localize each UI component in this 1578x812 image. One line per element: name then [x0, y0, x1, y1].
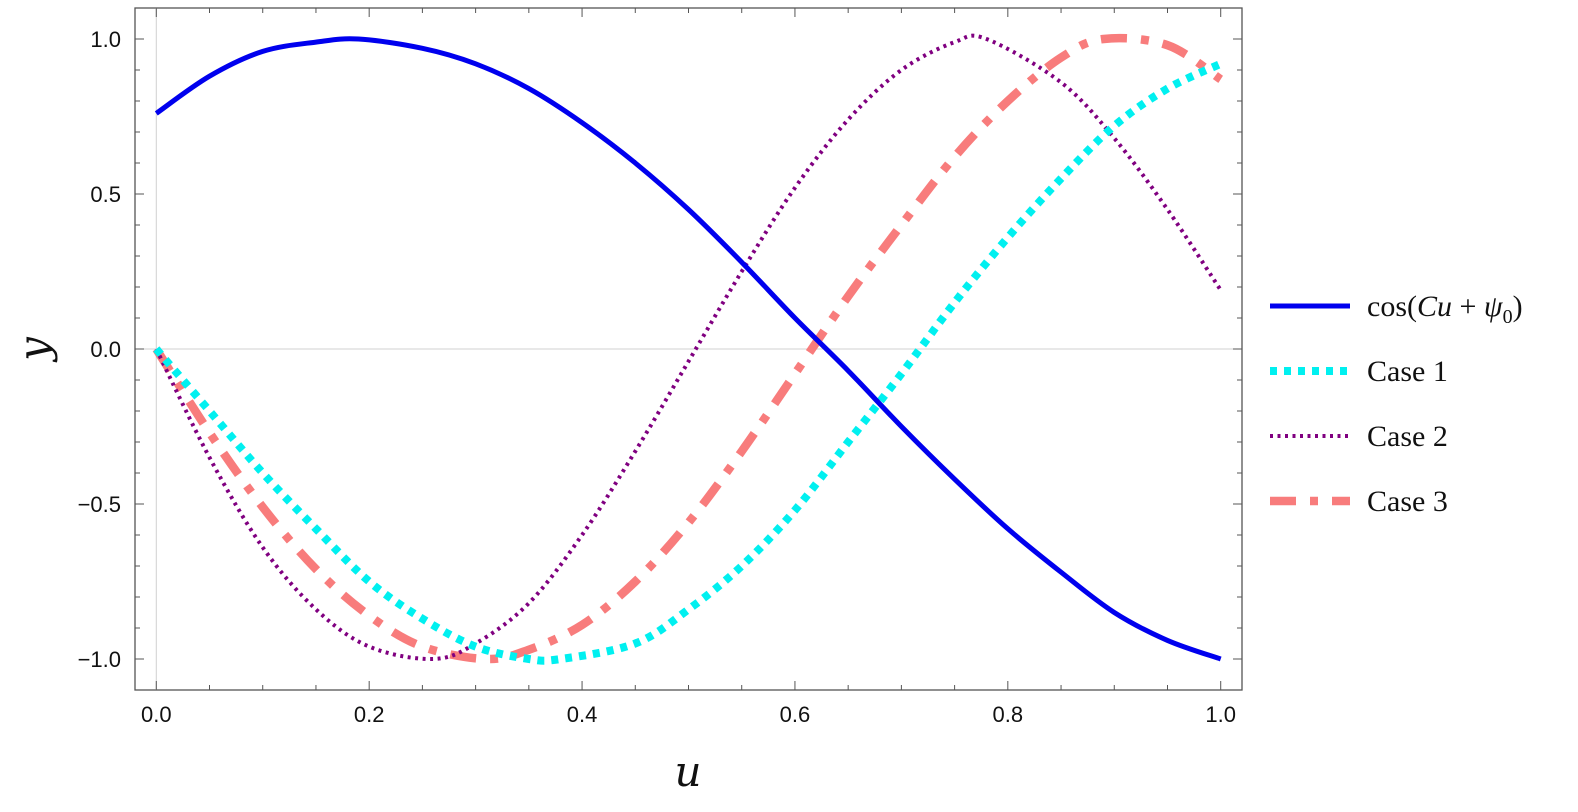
- y-tick-label: 0.0: [90, 337, 121, 362]
- axis-ticks: 0.0 0.2 0.4 0.6 0.8 1.0 −1.0 −0.5 0.0 0.5 1.0: [78, 8, 1242, 727]
- legend-label-4: Case 3: [1367, 485, 1448, 518]
- y-tick-label: −1.0: [78, 647, 121, 672]
- legend-label-1: cos(Cu + ψ0): [1367, 290, 1523, 328]
- x-tick-label: 0.8: [993, 702, 1024, 727]
- x-tick-label: 1.0: [1205, 702, 1236, 727]
- x-tick-label: 0.2: [354, 702, 385, 727]
- legend: cos(Cu + ψ0) Case 1 Case 2 Case 3: [1270, 290, 1523, 518]
- legend-label-3: Case 2: [1367, 420, 1448, 453]
- x-tick-label: 0.4: [567, 702, 598, 727]
- series-line-1: [154, 36, 1222, 662]
- series-group: [152, 33, 1224, 665]
- series-line-2: [153, 60, 1223, 665]
- series-line-3: [154, 33, 1223, 662]
- legend-label-2: Case 1: [1367, 355, 1448, 388]
- x-axis-title: u: [674, 747, 701, 796]
- y-tick-label: 0.5: [90, 182, 121, 207]
- y-tick-label: −0.5: [78, 492, 121, 517]
- x-tick-label: 0.0: [141, 702, 172, 727]
- x-tick-label: 0.6: [780, 702, 811, 727]
- y-tick-label: 1.0: [90, 27, 121, 52]
- y-axis-title: y: [9, 336, 58, 363]
- zero-axes: [135, 8, 1242, 690]
- series-line-4: [152, 33, 1224, 664]
